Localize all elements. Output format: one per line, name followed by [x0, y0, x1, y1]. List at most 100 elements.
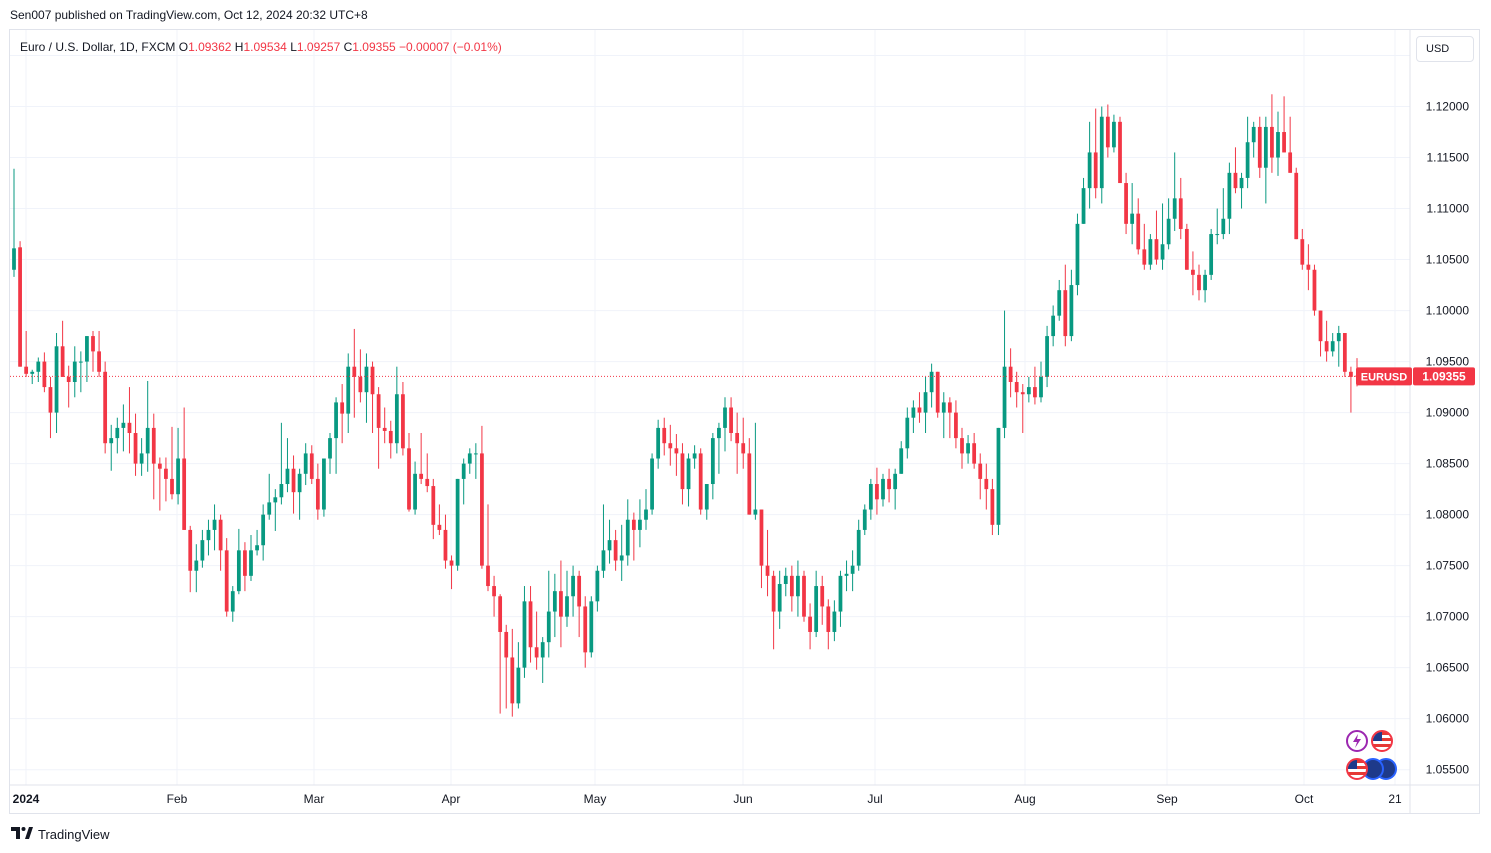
candle-body: [1233, 172, 1238, 189]
legend-symbol: Euro / U.S. Dollar, 1D, FXCM: [20, 40, 176, 54]
currency-button[interactable]: USD: [1416, 36, 1474, 62]
candle-body: [680, 453, 685, 490]
candle-body: [820, 586, 825, 607]
candle-body: [151, 427, 156, 464]
candle-body: [1172, 198, 1177, 219]
candle-body: [510, 657, 515, 704]
candle-body: [808, 616, 812, 632]
y-tick-label: 1.12000: [1426, 100, 1470, 114]
candle-body: [1349, 371, 1353, 377]
candle-body: [1221, 218, 1226, 235]
candle-body: [577, 575, 582, 607]
price-line: EURUSD 1.09355: [10, 367, 1475, 386]
candle-body: [498, 596, 503, 632]
candle-body: [72, 361, 77, 382]
candle-body: [97, 351, 101, 372]
candle-body: [279, 484, 284, 498]
candle-body: [601, 550, 606, 571]
axes: 1.125001.120001.115001.110001.105001.100…: [10, 30, 1480, 813]
ohlc-legend: Euro / U.S. Dollar, 1D, FXCM O1.09362 H1…: [20, 40, 502, 54]
candle-body: [862, 509, 867, 530]
candle-body: [145, 427, 150, 454]
price-tag-bg: [1413, 367, 1475, 386]
candle-body: [224, 550, 229, 612]
candle-body: [1118, 121, 1122, 184]
candle-body: [1124, 183, 1128, 224]
candle-body: [218, 519, 223, 551]
candle-body: [1306, 264, 1311, 270]
candle-body: [1197, 274, 1201, 291]
candle-body: [1099, 116, 1104, 189]
symbol-tag: EURUSD: [1361, 371, 1408, 383]
candle-body: [309, 453, 314, 479]
candle-body: [382, 427, 387, 431]
candle-body: [1245, 142, 1250, 178]
candle-body: [911, 407, 916, 418]
candle-body: [1184, 228, 1189, 270]
candle-body: [595, 570, 600, 602]
candle-body: [419, 473, 424, 479]
candle-body: [552, 591, 557, 612]
candle-body: [984, 478, 989, 490]
us-flag-icon[interactable]: [1371, 730, 1393, 752]
candle-body: [486, 565, 490, 587]
candle-body: [364, 366, 369, 393]
candle-body: [966, 443, 970, 454]
candle-body: [565, 596, 569, 617]
tradingview-logo[interactable]: TradingView: [11, 826, 110, 842]
candle-body: [1312, 269, 1317, 311]
candle-body: [127, 422, 132, 434]
candle-body: [346, 366, 351, 414]
candle-body: [121, 422, 126, 428]
candle-body: [425, 478, 430, 487]
candle-body: [625, 519, 630, 556]
candle-body: [668, 443, 673, 449]
candle-body: [91, 336, 95, 352]
candle-body: [1178, 198, 1183, 229]
candle-body: [1166, 218, 1171, 245]
candle-body: [954, 412, 958, 439]
lightning-icon[interactable]: [1346, 730, 1368, 752]
candle-body: [261, 514, 266, 546]
candle-body: [923, 392, 928, 413]
candle-body: [960, 438, 964, 454]
candle-body: [1300, 239, 1305, 265]
candle-body: [455, 478, 460, 566]
y-tick-label: 1.08000: [1426, 508, 1470, 522]
x-tick-label: Oct: [1295, 792, 1314, 806]
candle-body: [443, 529, 448, 561]
candle-body: [613, 540, 618, 561]
us-flag-icon[interactable]: [1346, 758, 1368, 780]
candle-body: [1081, 188, 1086, 224]
candle-body: [1209, 234, 1214, 275]
candle-body: [638, 519, 642, 530]
candle-body: [1154, 239, 1159, 260]
candle-body: [194, 560, 199, 571]
candle-body: [340, 402, 345, 414]
candle-body: [352, 366, 357, 377]
candle-body: [881, 478, 885, 500]
candle-body: [437, 524, 442, 530]
y-tick-label: 1.07500: [1426, 559, 1470, 573]
candle-body: [200, 540, 205, 561]
candle-body: [1075, 223, 1080, 286]
candle-body: [1136, 213, 1141, 250]
candle-body: [546, 611, 551, 643]
candle-body: [1288, 152, 1293, 173]
candle-body: [267, 502, 272, 515]
candle-body: [1282, 132, 1286, 153]
y-tick-label: 1.10000: [1426, 304, 1470, 318]
candle-body: [802, 575, 806, 617]
candle-body: [1294, 172, 1299, 240]
grid: [10, 30, 1410, 785]
candle-body: [297, 473, 302, 493]
candle-body: [972, 443, 977, 464]
candle-body: [1142, 249, 1147, 265]
candle-body: [935, 371, 940, 413]
candle-body: [139, 453, 144, 464]
candle-body: [1002, 366, 1007, 428]
candle-body: [1318, 310, 1323, 342]
candle-body: [735, 433, 740, 444]
candle-body: [1330, 341, 1335, 352]
